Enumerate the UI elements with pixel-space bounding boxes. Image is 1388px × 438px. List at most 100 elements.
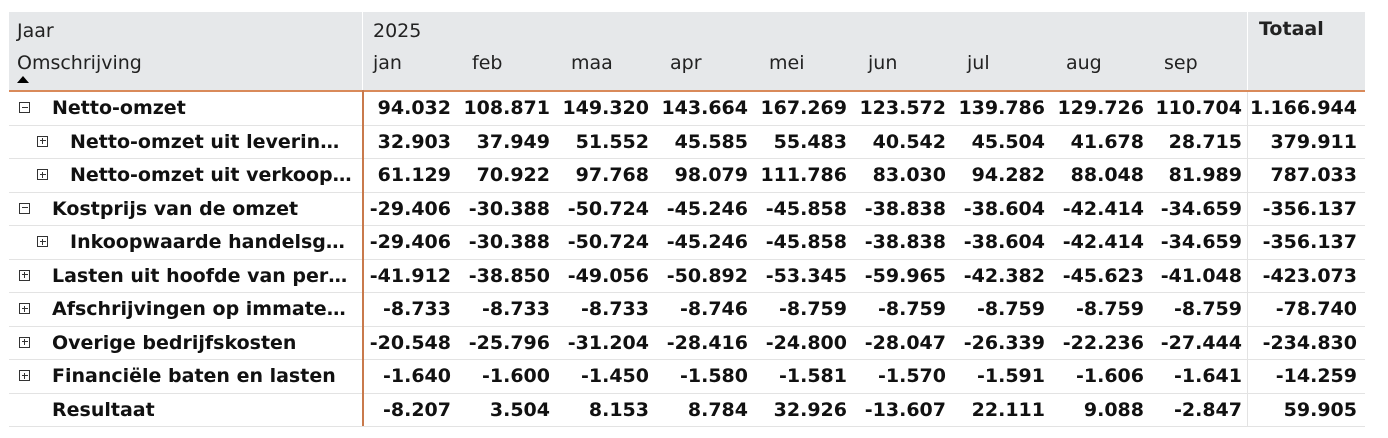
value-cell: -38.604 bbox=[956, 193, 1045, 226]
value-cell: 81.989 bbox=[1153, 159, 1242, 192]
table-row: Lasten uit hoofde van perso... -41.912 -38… bbox=[9, 260, 1365, 294]
row-label: Resultaat bbox=[52, 394, 155, 427]
total-cell: -356.137 bbox=[1247, 226, 1357, 259]
value-cell: -59.965 bbox=[857, 260, 946, 293]
value-cell: 110.704 bbox=[1153, 92, 1242, 125]
description-header[interactable]: Omschrijving bbox=[17, 52, 142, 74]
total-cell: -78.740 bbox=[1247, 293, 1357, 326]
value-cell: -1.641 bbox=[1153, 360, 1242, 393]
row-label: Financiële baten en lasten bbox=[52, 360, 336, 393]
total-cell: 59.905 bbox=[1247, 394, 1357, 427]
total-cell: -423.073 bbox=[1247, 260, 1357, 293]
value-cell: -30.388 bbox=[461, 226, 550, 259]
value-cell: -34.659 bbox=[1153, 226, 1242, 259]
value-cell: 41.678 bbox=[1055, 126, 1144, 159]
value-cell: -29.406 bbox=[362, 226, 451, 259]
table-row: Afschrijvingen op immateri... -8.733 -8.73… bbox=[9, 293, 1365, 327]
month-header[interactable]: feb bbox=[472, 52, 502, 74]
month-header[interactable]: maa bbox=[571, 52, 613, 74]
expand-icon[interactable] bbox=[19, 303, 30, 314]
value-cell: -27.444 bbox=[1153, 327, 1242, 360]
value-cell: 111.786 bbox=[758, 159, 847, 192]
value-cell: -1.640 bbox=[362, 360, 451, 393]
value-cell: -8.207 bbox=[362, 394, 451, 427]
row-label: Afschrijvingen op immateri... bbox=[52, 293, 352, 326]
value-cell: 55.483 bbox=[758, 126, 847, 159]
value-cell: 70.922 bbox=[461, 159, 550, 192]
table-row: Inkoopwaarde handelsgoe... -29.406 -30.388… bbox=[9, 226, 1365, 260]
value-cell: -25.796 bbox=[461, 327, 550, 360]
matrix-table: Jaar 2025 Totaal Omschrijving jan feb maa a… bbox=[9, 12, 1365, 90]
value-cell: 40.542 bbox=[857, 126, 946, 159]
total-cell: 787.033 bbox=[1247, 159, 1357, 192]
value-cell: -38.838 bbox=[857, 193, 946, 226]
row-label: Overige bedrijfskosten bbox=[52, 327, 296, 360]
value-cell: 51.552 bbox=[560, 126, 649, 159]
value-cell: 83.030 bbox=[857, 159, 946, 192]
value-cell: 123.572 bbox=[857, 92, 946, 125]
value-cell: -53.345 bbox=[758, 260, 847, 293]
value-cell: 9.088 bbox=[1055, 394, 1144, 427]
month-header[interactable]: jan bbox=[373, 52, 402, 74]
value-cell: -8.759 bbox=[857, 293, 946, 326]
total-cell: -234.830 bbox=[1247, 327, 1357, 360]
value-cell: -34.659 bbox=[1153, 193, 1242, 226]
value-cell: 32.903 bbox=[362, 126, 451, 159]
sort-ascending-icon[interactable] bbox=[17, 76, 29, 83]
value-cell: -28.416 bbox=[659, 327, 748, 360]
value-cell: -38.850 bbox=[461, 260, 550, 293]
value-cell: -1.581 bbox=[758, 360, 847, 393]
month-header[interactable]: mei bbox=[769, 52, 804, 74]
year-header-value[interactable]: 2025 bbox=[373, 20, 421, 42]
month-header[interactable]: apr bbox=[670, 52, 702, 74]
value-cell: -28.047 bbox=[857, 327, 946, 360]
value-cell: -20.548 bbox=[362, 327, 451, 360]
table-row: Netto-omzet uit leveringe... 32.903 37.949… bbox=[9, 126, 1365, 160]
collapse-icon[interactable] bbox=[19, 203, 30, 214]
value-cell: -8.759 bbox=[1055, 293, 1144, 326]
value-cell: 88.048 bbox=[1055, 159, 1144, 192]
value-cell: -38.604 bbox=[956, 226, 1045, 259]
collapse-icon[interactable] bbox=[19, 102, 30, 113]
value-cell: -42.414 bbox=[1055, 193, 1144, 226]
value-cell: -45.858 bbox=[758, 193, 847, 226]
value-cell: -1.600 bbox=[461, 360, 550, 393]
value-cell: 167.269 bbox=[758, 92, 847, 125]
expand-icon[interactable] bbox=[37, 169, 48, 180]
value-cell: -24.800 bbox=[758, 327, 847, 360]
month-header[interactable]: jul bbox=[967, 52, 990, 74]
expand-icon[interactable] bbox=[19, 270, 30, 281]
row-label: Kostprijs van de omzet bbox=[52, 193, 298, 226]
total-cell: 1.166.944 bbox=[1247, 92, 1357, 125]
expand-icon[interactable] bbox=[19, 370, 30, 381]
table-row: Netto-omzet 94.032 108.871 149.320 143.664 16… bbox=[9, 92, 1365, 126]
expand-icon[interactable] bbox=[37, 236, 48, 247]
expand-icon[interactable] bbox=[37, 136, 48, 147]
value-cell: -41.048 bbox=[1153, 260, 1242, 293]
value-cell: -45.246 bbox=[659, 193, 748, 226]
value-cell: 22.111 bbox=[956, 394, 1045, 427]
value-cell: -29.406 bbox=[362, 193, 451, 226]
row-header-divider bbox=[362, 90, 364, 426]
value-cell: -45.246 bbox=[659, 226, 748, 259]
row-label: Lasten uit hoofde van perso... bbox=[52, 260, 352, 293]
value-cell: 37.949 bbox=[461, 126, 550, 159]
month-header[interactable]: aug bbox=[1066, 52, 1102, 74]
value-cell: -1.606 bbox=[1055, 360, 1144, 393]
value-cell: 32.926 bbox=[758, 394, 847, 427]
month-header[interactable]: jun bbox=[868, 52, 897, 74]
expand-icon[interactable] bbox=[19, 337, 30, 348]
total-header: Totaal bbox=[1259, 18, 1324, 40]
row-label: Netto-omzet bbox=[52, 92, 186, 125]
value-cell: -45.623 bbox=[1055, 260, 1144, 293]
value-cell: -8.759 bbox=[758, 293, 847, 326]
table-row: Kostprijs van de omzet -29.406 -30.388 -50.… bbox=[9, 193, 1365, 227]
value-cell: -8.733 bbox=[560, 293, 649, 326]
value-cell: -22.236 bbox=[1055, 327, 1144, 360]
value-cell: -26.339 bbox=[956, 327, 1045, 360]
month-header[interactable]: sep bbox=[1164, 52, 1198, 74]
value-cell: -8.733 bbox=[461, 293, 550, 326]
value-cell: -13.607 bbox=[857, 394, 946, 427]
value-cell: -49.056 bbox=[560, 260, 649, 293]
value-cell: -1.591 bbox=[956, 360, 1045, 393]
